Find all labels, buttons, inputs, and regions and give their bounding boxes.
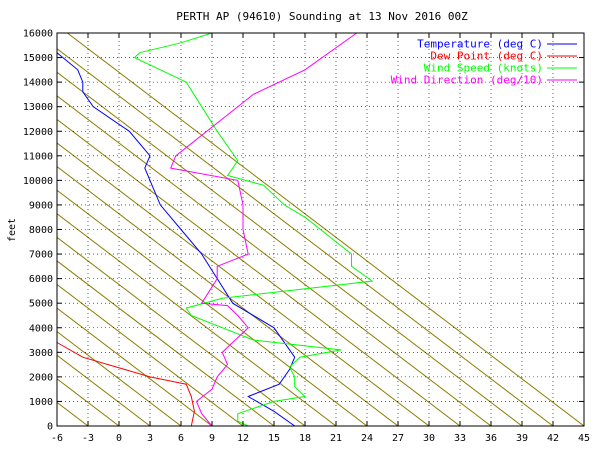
isotherm-line	[57, 236, 306, 426]
legend-label-0: Temperature (deg C)	[417, 38, 543, 51]
isotherm-line	[57, 307, 213, 426]
y-axis-label: feet	[7, 218, 18, 242]
x-tick-label: -6	[51, 433, 63, 444]
x-tick-label: 39	[516, 433, 528, 444]
y-tick-label: 12000	[23, 127, 53, 138]
isotherm-line	[57, 71, 523, 426]
y-tick-label: 10000	[23, 176, 53, 187]
y-tick-label: 14000	[23, 78, 53, 89]
y-axis-ticks: 0 1000 2000 3000 4000 5000 6000 7000 8000 9000 100…	[23, 29, 584, 433]
x-tick-label: 9	[209, 433, 215, 444]
isotherm-lines	[57, 33, 584, 426]
y-tick-label: 0	[47, 422, 53, 433]
y-tick-label: 8000	[29, 225, 53, 236]
x-tick-label: 45	[578, 433, 590, 444]
series-line-2	[133, 32, 374, 427]
x-tick-label: -3	[82, 433, 94, 444]
y-tick-label: 7000	[29, 250, 53, 261]
x-tick-label: 0	[116, 433, 122, 444]
chart-title: PERTH AP (94610) Sounding at 13 Nov 2016…	[176, 10, 468, 23]
y-tick-label: 6000	[29, 274, 53, 285]
y-tick-label: 4000	[29, 323, 53, 334]
legend: Temperature (deg C)Dew Point (deg C)Wind…	[391, 38, 577, 87]
x-tick-label: 3	[147, 433, 153, 444]
x-tick-label: 12	[237, 433, 249, 444]
x-tick-label: 6	[178, 433, 184, 444]
x-tick-label: 21	[330, 433, 342, 444]
isotherm-line	[57, 260, 275, 426]
series-line-0	[56, 52, 296, 427]
y-tick-label: 9000	[29, 200, 53, 211]
y-tick-label: 11000	[23, 151, 53, 162]
x-tick-label: 18	[299, 433, 311, 444]
series-line-1	[56, 342, 195, 427]
x-tick-label: 15	[268, 433, 280, 444]
isotherm-line	[57, 95, 492, 426]
series-lines	[56, 32, 374, 427]
isotherm-line	[57, 189, 368, 426]
isotherm-line	[57, 142, 430, 426]
y-tick-label: 15000	[23, 53, 53, 64]
isotherm-line	[57, 354, 151, 426]
x-tick-label: 33	[454, 433, 466, 444]
x-tick-label: 36	[485, 433, 497, 444]
isotherm-line	[57, 48, 554, 426]
legend-label-3: Wind Direction (deg/10)	[391, 74, 543, 87]
y-tick-label: 1000	[29, 397, 53, 408]
x-tick-label: 30	[423, 433, 435, 444]
x-axis-ticks: -6 -3 0 3 6 9 12 15 18 21 24 27 30 33 36 39 42 45	[51, 33, 590, 444]
y-tick-label: 3000	[29, 348, 53, 359]
legend-label-1: Dew Point (deg C)	[430, 50, 543, 63]
isotherm-line	[57, 165, 399, 426]
x-tick-label: 24	[361, 433, 373, 444]
x-tick-label: 27	[392, 433, 404, 444]
series-line-3	[170, 32, 357, 427]
y-tick-label: 5000	[29, 299, 53, 310]
legend-label-2: Wind Speed (knots)	[424, 62, 543, 75]
y-tick-label: 13000	[23, 102, 53, 113]
isotherm-line	[57, 283, 244, 426]
y-tick-label: 16000	[23, 29, 53, 40]
x-tick-label: 42	[547, 433, 559, 444]
y-tick-label: 2000	[29, 372, 53, 383]
